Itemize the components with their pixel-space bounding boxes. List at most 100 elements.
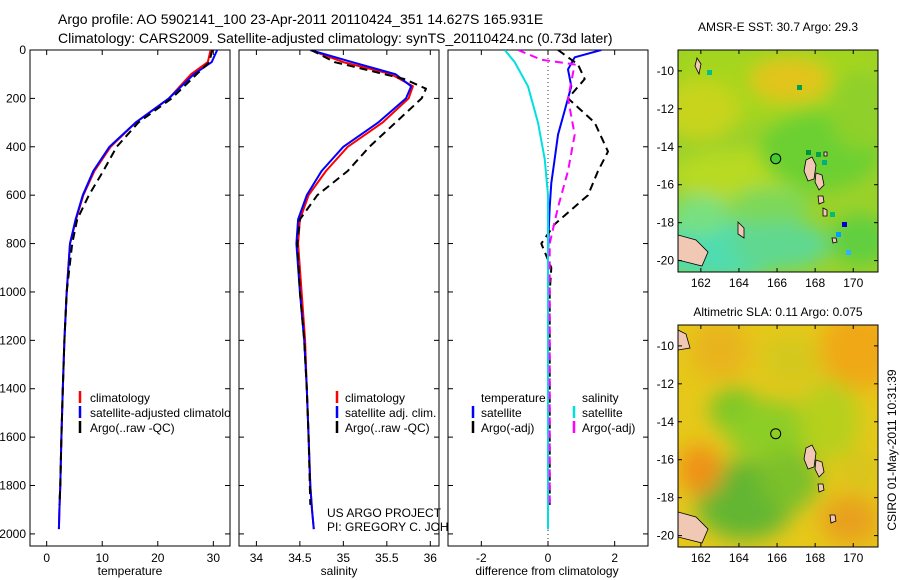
legend-satellite-label: satellite adj. clim.	[345, 406, 436, 420]
x-tick-label: 10	[96, 551, 110, 565]
temperature-axis-label: temperature	[98, 564, 163, 578]
sla-map-frame	[677, 324, 879, 548]
series-line-temperature-argo	[540, 50, 609, 505]
difference-legend: temperature satellite Argo(-adj) salinit…	[471, 391, 635, 435]
sla-map-panel: Altimetric SLA: 0.11 Argo: 0.075	[657, 305, 879, 565]
sla-field	[678, 325, 878, 545]
x-tick-label: 34	[250, 551, 264, 565]
lon-tick-label: 166	[767, 276, 787, 290]
lon-tick-label: 164	[729, 276, 749, 290]
x-tick-label: 34.5	[288, 551, 312, 565]
lon-tick-label: 170	[843, 551, 863, 565]
sla-map-ticks: 162 164 166 168 170 -10 -12 -14 -16 -18 -20	[657, 325, 878, 565]
legend-argo-label: Argo(..raw -QC)	[90, 421, 175, 435]
x-tick-label: 35.5	[375, 551, 399, 565]
x-tick-label: 2	[611, 551, 618, 565]
salinity-axes-frame	[238, 49, 440, 547]
lon-tick-label: 168	[805, 276, 825, 290]
lat-tick-label: -10	[657, 64, 675, 78]
salinity-plot-area	[295, 50, 427, 530]
depth-tick-label: 1800	[0, 479, 26, 493]
sla-argo-position-marker	[770, 428, 782, 440]
sst-field	[678, 50, 878, 272]
lon-tick-label: 166	[767, 551, 787, 565]
sst-coastlines	[678, 57, 838, 267]
temperature-panel: 0 200 400 600 800 1000 1200 1400 1600 1800 2000 0 1…	[0, 43, 243, 578]
x-tick-label: 35	[337, 551, 351, 565]
legend-satellite-label: satellite-adjusted climatology	[90, 406, 243, 420]
salinity-depth-ticks	[239, 49, 439, 535]
salinity-axis-label: salinity	[321, 564, 358, 578]
legend-temp-satellite-label: satellite	[481, 406, 522, 420]
credit-line1: US ARGO PROJECT	[327, 506, 442, 520]
lat-tick-label: -12	[657, 102, 675, 116]
depth-tick-label: 1000	[0, 285, 26, 299]
depth-tick-label: 800	[6, 237, 26, 251]
lon-tick-label: 164	[729, 551, 749, 565]
depth-tick-label: 0	[19, 43, 26, 57]
salinity-panel: 34 34.5 35 35.5 36 salinity climatology sate…	[238, 49, 483, 578]
sst-map-panel: AMSR-E SST: 30.7 Argo: 29.3	[657, 20, 879, 290]
sla-coastlines	[678, 329, 837, 544]
temperature-axis-ticks: 0 10 20 30	[43, 50, 220, 565]
figure-title-line2: Climatology: CARS2009. Satellite-adjuste…	[58, 30, 613, 46]
lon-tick-label: 162	[691, 276, 711, 290]
depth-tick-label: 400	[6, 140, 26, 154]
x-tick-label: 0	[43, 551, 50, 565]
legend-sal-argo-label: Argo(-adj)	[582, 421, 635, 435]
legend-temperature-title: temperature	[481, 391, 546, 405]
lat-tick-label: -16	[657, 453, 675, 467]
temperature-legend: climatology satellite-adjusted climatolo…	[78, 391, 243, 435]
lat-tick-label: -10	[657, 339, 675, 353]
depth-axis-ticks: 0 200 400 600 800 1000 1200 1400 1600 1800 2000	[0, 43, 230, 541]
legend-argo-label: Argo(..raw -QC)	[345, 421, 430, 435]
depth-tick-label: 2000	[0, 527, 26, 541]
difference-panel: -2 0 2 difference from climatology tempera…	[447, 49, 649, 578]
depth-tick-label: 200	[6, 91, 26, 105]
lat-tick-label: -12	[657, 377, 675, 391]
depth-tick-label: 1400	[0, 382, 26, 396]
sst-map-title: AMSR-E SST: 30.7 Argo: 29.3	[698, 20, 858, 34]
series-line-salinity-satellite	[503, 50, 549, 530]
difference-plot-area	[503, 50, 609, 546]
salinity-axis-ticks: 34 34.5 35 35.5 36	[250, 50, 438, 565]
x-tick-label: 36	[424, 551, 438, 565]
difference-axis-label: difference from climatology	[475, 564, 618, 578]
series-line-argo	[296, 50, 427, 505]
legend-sal-satellite-label: satellite	[582, 406, 623, 420]
depth-tick-label: 1600	[0, 430, 26, 444]
legend-temp-argo-label: Argo(-adj)	[481, 421, 534, 435]
timestamp: CSIRO 01-May-2011 10:31:39	[885, 369, 899, 531]
legend-climatology-label: climatology	[90, 391, 150, 405]
panel-gap	[231, 380, 239, 440]
x-tick-label: 20	[151, 551, 165, 565]
salinity-legend: climatology satellite adj. clim. Argo(..…	[335, 391, 436, 435]
lat-tick-label: -20	[657, 254, 675, 268]
depth-tick-label: 1200	[0, 333, 26, 347]
temperature-plot-area	[57, 50, 219, 530]
x-tick-label: 30	[207, 551, 221, 565]
x-tick-label: 0	[545, 551, 552, 565]
lat-tick-label: -20	[657, 529, 675, 543]
lat-tick-label: -16	[657, 178, 675, 192]
lat-tick-label: -18	[657, 491, 675, 505]
sst-map-ticks: 162 164 166 168 170 -10 -12 -14 -16 -18 -20	[657, 50, 878, 290]
legend-salinity-title: salinity	[582, 391, 619, 405]
series-line-satellite	[295, 50, 413, 530]
lat-tick-label: -14	[657, 415, 675, 429]
legend-climatology-label: climatology	[345, 391, 405, 405]
credit-line2: PI: GREGORY C. JOHNSON	[327, 520, 483, 534]
sst-coastal-cells	[707, 70, 851, 255]
lat-tick-label: -18	[657, 216, 675, 230]
depth-tick-label: 600	[6, 188, 26, 202]
sla-map-title: Altimetric SLA: 0.11 Argo: 0.075	[693, 305, 863, 319]
figure-title-line1: Argo profile: AO 5902141_100 23-Apr-2011…	[58, 11, 543, 27]
lon-tick-label: 162	[691, 551, 711, 565]
x-tick-label: -2	[476, 551, 487, 565]
difference-depth-ticks	[448, 49, 648, 535]
sst-argo-position-marker	[770, 153, 782, 165]
lat-tick-label: -14	[657, 140, 675, 154]
sst-map-frame	[677, 49, 879, 273]
lon-tick-label: 170	[843, 276, 863, 290]
